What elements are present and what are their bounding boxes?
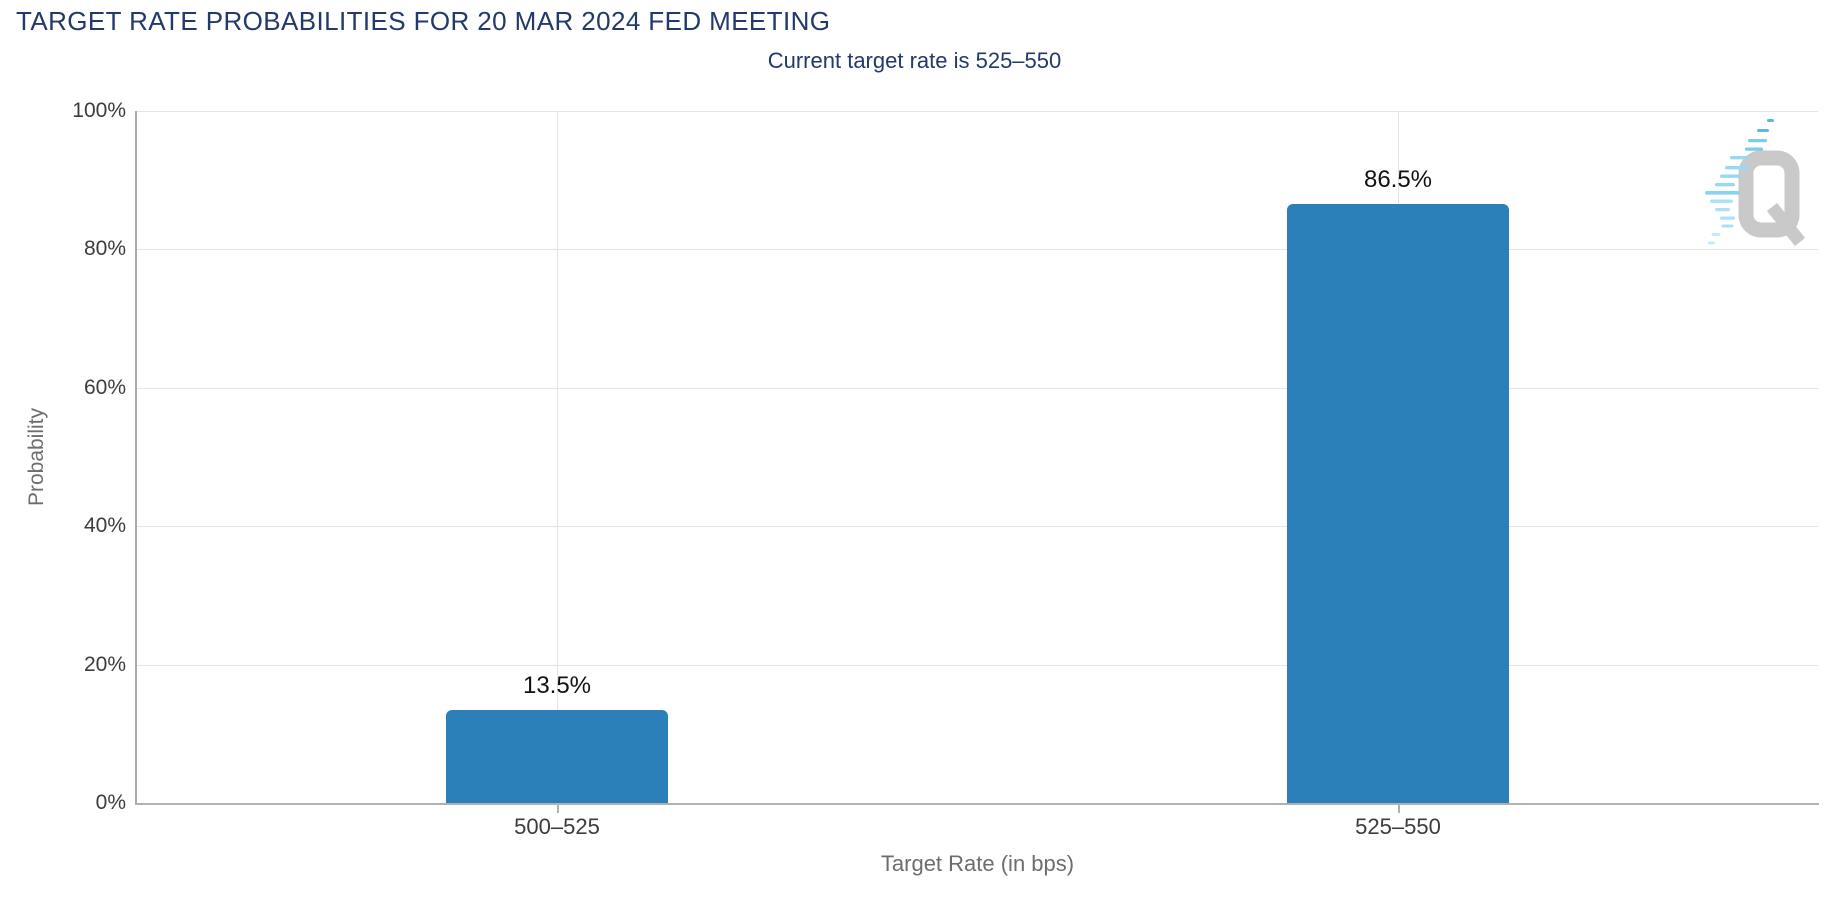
x-axis-line xyxy=(135,803,1819,805)
watermark-q-logo xyxy=(1705,119,1806,247)
y-gridline-100 xyxy=(137,111,1818,112)
probability-bar-525–550[interactable] xyxy=(1287,204,1509,803)
y-gridline-60 xyxy=(137,388,1818,389)
y-tick-label-80: 80% xyxy=(83,237,126,260)
y-gridline-20 xyxy=(137,665,1818,666)
y-tick-label-60: 60% xyxy=(83,376,126,399)
x-tick-mark-0 xyxy=(557,805,559,813)
x-gridline-0 xyxy=(557,111,558,803)
q-letter-shape xyxy=(1738,150,1806,247)
y-axis-line xyxy=(135,111,137,803)
y-axis-title: Probability xyxy=(25,407,48,507)
probability-bar-500–525[interactable] xyxy=(446,710,668,803)
y-tick-label-100: 100% xyxy=(72,99,126,122)
bar-value-label-1: 86.5% xyxy=(1363,166,1433,193)
y-tick-label-0: 0% xyxy=(95,791,126,814)
x-tick-label-1: 525–550 xyxy=(1355,814,1441,839)
chart-subtitle: Current target rate is 525–550 xyxy=(767,48,1062,73)
plot-area xyxy=(137,111,1818,803)
x-tick-label-0: 500–525 xyxy=(514,814,600,839)
y-tick-label-20: 20% xyxy=(83,653,126,676)
y-gridline-40 xyxy=(137,526,1818,527)
bar-value-label-0: 13.5% xyxy=(522,672,592,699)
y-gridline-80 xyxy=(137,249,1818,250)
swoosh-dashes xyxy=(1705,119,1774,245)
x-axis-title: Target Rate (in bps) xyxy=(880,851,1075,876)
y-tick-label-40: 40% xyxy=(83,514,126,537)
chart-title: TARGET RATE PROBABILITIES FOR 20 MAR 202… xyxy=(16,6,831,36)
x-tick-mark-1 xyxy=(1398,805,1400,813)
